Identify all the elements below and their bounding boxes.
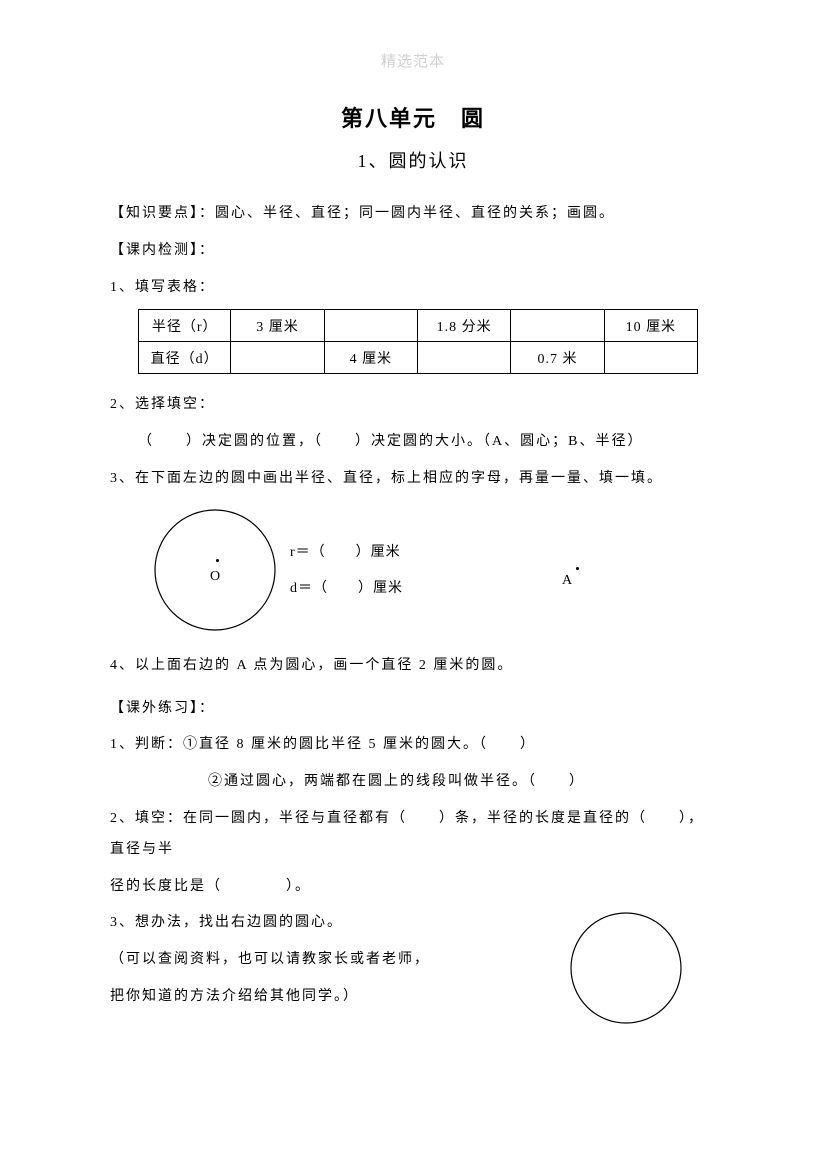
question-2: 2、选择填空：: [110, 390, 716, 421]
table-cell: [417, 342, 510, 374]
point-a-label: A: [562, 573, 572, 589]
exercise-2: 2、填空：在同一圆内，半径与直径都有（ ）条，半径的长度是直径的（ ），直径与半: [110, 804, 716, 866]
radius-diameter-table: 半径（r） 3 厘米 1.8 分米 10 厘米 直径（d） 4 厘米 0.7 米: [138, 309, 698, 374]
r-measure-text: r＝（ ）厘米: [290, 541, 401, 561]
table-cell: [231, 342, 324, 374]
table-cell: 1.8 分米: [417, 310, 510, 342]
watermark-text: 精选范本: [110, 50, 716, 71]
question-4: 4、以上面右边的 A 点为圆心，画一个直径 2 厘米的圆。: [110, 651, 716, 682]
figure-row: O r＝（ ）厘米 d＝（ ）厘米 A: [110, 501, 716, 641]
center-o-label: O: [210, 569, 220, 585]
circle-right-svg: [566, 908, 686, 1028]
center-dot-icon: [216, 559, 219, 562]
in-class-test-heading: 【课内检测】：: [110, 236, 716, 267]
table-cell: [324, 310, 417, 342]
table-cell: 直径（d）: [139, 342, 231, 374]
question-3: 3、在下面左边的圆中画出半径、直径，标上相应的字母，再量一量、填一填。: [110, 464, 716, 495]
extra-practice-heading: 【课外练习】：: [110, 694, 716, 725]
unit-title: 第八单元 圆: [110, 101, 716, 133]
table-cell: 4 厘米: [324, 342, 417, 374]
table-cell: 0.7 米: [511, 342, 604, 374]
exercise-1b: ②通过圆心，两端都在圆上的线段叫做半径。（ ）: [110, 767, 716, 798]
table-cell: [511, 310, 604, 342]
question-2-content: （ ）决定圆的位置，（ ）决定圆的大小。（A、圆心；B、半径）: [110, 427, 716, 458]
exercise-1: 1、判断：①直径 8 厘米的圆比半径 5 厘米的圆大。（ ）: [110, 730, 716, 761]
table-row: 半径（r） 3 厘米 1.8 分米 10 厘米: [139, 310, 698, 342]
table-cell: [604, 342, 697, 374]
table-cell: 3 厘米: [231, 310, 324, 342]
table-cell: 10 厘米: [604, 310, 697, 342]
d-measure-text: d＝（ ）厘米: [290, 577, 403, 597]
knowledge-points: 【知识要点】：圆心、半径、直径；同一圆内半径、直径的关系；画圆。: [110, 199, 716, 230]
section-title: 1、圆的认识: [110, 147, 716, 173]
exercise-3-row: 3、想办法，找出右边圆的圆心。 （可以查阅资料，也可以请教家长或者老师， 把你知…: [110, 908, 716, 1012]
table-cell: 半径（r）: [139, 310, 231, 342]
exercise-2b: 径的长度比是（ ）。: [110, 872, 716, 903]
point-a-dot-icon: [576, 567, 579, 570]
table-row: 直径（d） 4 厘米 0.7 米: [139, 342, 698, 374]
question-1: 1、填写表格：: [110, 273, 716, 304]
circle-right-figure: [566, 908, 686, 1033]
